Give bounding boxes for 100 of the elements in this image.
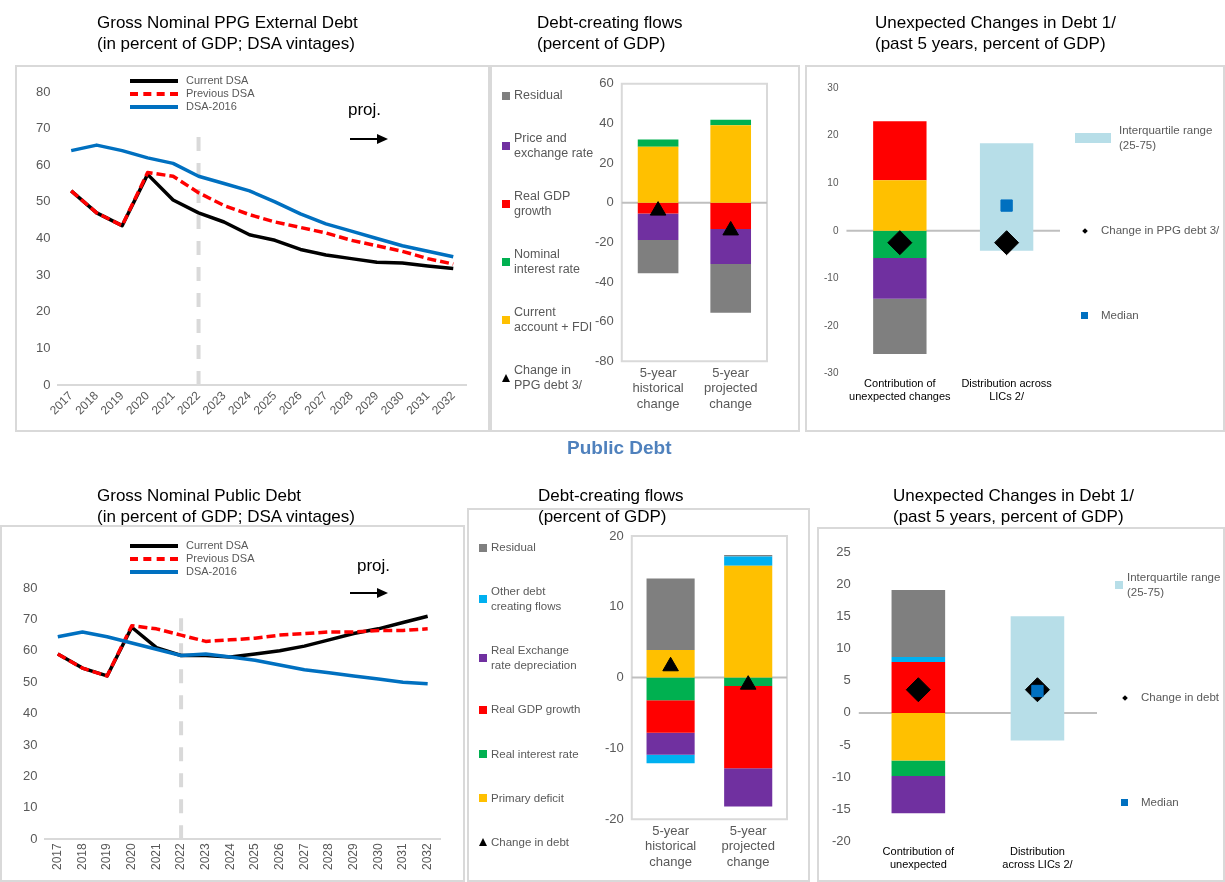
- legend-label: Price and exchange rate: [514, 131, 594, 161]
- y-tick-label: -30: [824, 367, 839, 379]
- legend-label: Real GDP growth: [491, 702, 581, 718]
- x-tick-label: 2022: [173, 842, 188, 871]
- y-tick-label: 25: [836, 543, 851, 559]
- y-tick-label: 0: [30, 830, 38, 846]
- legend-label: Primary deficit: [491, 790, 564, 806]
- x-tick-label: 2030: [370, 842, 385, 871]
- x-tick-label: 2029: [346, 842, 361, 871]
- y-tick-label: -5: [839, 736, 851, 752]
- legend-label: Previous DSA: [186, 87, 255, 100]
- x-tick-label: 5-year projected change: [703, 364, 758, 411]
- chart-subtitle: (percent of GDP): [538, 506, 668, 527]
- legend-label: Real Exchange rate depreciation: [491, 643, 578, 674]
- x-tick-label: 5-year historical change: [632, 364, 684, 411]
- x-tick-label: Distribution across LICs 2/: [961, 377, 1053, 403]
- y-tick-label: -60: [594, 313, 614, 329]
- x-tick-label: Contribution of unexpected changes: [849, 377, 952, 403]
- legend-label: Current DSA: [186, 74, 249, 87]
- y-tick-label: 60: [35, 156, 51, 172]
- y-tick-label: 0: [843, 704, 851, 720]
- legend-label: Residual: [491, 540, 536, 555]
- y-tick-label: -10: [604, 739, 624, 755]
- y-tick-label: 10: [836, 640, 851, 656]
- legend-label: Interquartile range (25-75): [1127, 570, 1222, 600]
- y-tick-label: 50: [22, 673, 38, 689]
- legend-label: Interquartile range (25-75): [1119, 123, 1214, 153]
- chart-title: Gross Nominal PPG External Debt: [97, 12, 358, 33]
- y-tick-label: 40: [35, 230, 51, 246]
- legend-label: Real GDP growth: [514, 189, 572, 219]
- y-tick-label: -20: [824, 319, 839, 331]
- x-tick-label: 2020: [124, 842, 139, 871]
- y-tick-label: 30: [35, 266, 51, 282]
- x-tick-label: 2017: [50, 842, 65, 871]
- y-tick-label: 80: [22, 579, 38, 595]
- y-tick-label: 20: [609, 527, 624, 543]
- x-tick-label: 2031: [395, 842, 410, 871]
- y-tick-label: 0: [616, 669, 624, 685]
- y-tick-label: 20: [22, 768, 38, 784]
- y-tick-label: -20: [831, 833, 851, 849]
- y-tick-label: -10: [831, 768, 851, 784]
- x-tick-label: 2018: [74, 842, 89, 871]
- y-tick-label: 20: [599, 154, 614, 170]
- y-tick-label: 15: [836, 607, 851, 623]
- chart-title: Debt-creating flows: [537, 12, 683, 33]
- x-tick-label: 2024: [222, 842, 237, 871]
- x-tick-label: 2019: [99, 842, 114, 871]
- legend-label: DSA-2016: [186, 100, 237, 113]
- y-tick-label: -40: [594, 273, 614, 289]
- x-tick-label: 2032: [419, 842, 434, 871]
- text: Public Debt: [567, 437, 672, 459]
- y-tick-label: -20: [594, 233, 614, 249]
- chart-title: Unexpected Changes in Debt 1/: [893, 485, 1134, 506]
- x-tick-label: 2025: [247, 842, 262, 871]
- x-tick-label: 2023: [198, 842, 213, 871]
- chart-subtitle: (in percent of GDP; DSA vintages): [97, 506, 355, 527]
- x-tick-label: Contribution of unexpected: [882, 845, 956, 871]
- text: proj.: [357, 556, 391, 576]
- y-tick-label: 10: [22, 799, 38, 815]
- chart-subtitle: (in percent of GDP; DSA vintages): [97, 33, 356, 54]
- y-tick-label: 20: [836, 575, 851, 591]
- legend-label: Change in debt: [491, 834, 570, 850]
- y-tick-label: 70: [22, 610, 38, 626]
- y-tick-label: 10: [35, 339, 51, 355]
- x-tick-label: 5-year historical change: [644, 822, 697, 869]
- y-tick-label: 5: [843, 672, 851, 688]
- legend-label: Change in PPG debt 3/: [1101, 223, 1220, 238]
- chart-title: Unexpected Changes in Debt 1/: [875, 12, 1116, 33]
- legend-label: Real interest rate: [491, 746, 579, 762]
- legend-label: Change in PPG debt 3/: [514, 363, 584, 393]
- x-tick-label: 2026: [272, 842, 287, 871]
- y-tick-label: 70: [35, 120, 51, 136]
- y-tick-label: 80: [35, 83, 51, 99]
- legend-label: DSA-2016: [186, 565, 237, 578]
- y-tick-label: 30: [22, 736, 38, 752]
- y-tick-label: -80: [594, 352, 614, 368]
- legend-label: Other debt creating flows: [491, 584, 563, 615]
- legend-label: Median: [1101, 308, 1139, 323]
- y-tick-label: 40: [22, 705, 38, 721]
- y-tick-label: 60: [22, 642, 38, 658]
- chart-subtitle: (past 5 years, percent of GDP): [875, 33, 1107, 54]
- chart-subtitle: (past 5 years, percent of GDP): [893, 506, 1125, 527]
- y-tick-label: 50: [35, 193, 51, 209]
- legend-label: Previous DSA: [186, 552, 255, 565]
- x-tick-label: 2028: [321, 842, 336, 871]
- y-tick-label: 40: [599, 115, 614, 131]
- y-tick-label: 60: [599, 75, 614, 91]
- chart-title: Debt-creating flows: [538, 485, 684, 506]
- x-tick-label: Distribution across LICs 2/: [1002, 845, 1074, 871]
- y-tick-label: 10: [609, 598, 624, 614]
- y-tick-label: 0: [43, 376, 51, 392]
- y-tick-label: -20: [604, 810, 624, 826]
- chart-title: Gross Nominal Public Debt: [97, 485, 303, 506]
- x-tick-label: 2027: [296, 842, 311, 871]
- chart-subtitle: (percent of GDP): [537, 33, 667, 54]
- legend-label: Residual: [514, 88, 563, 103]
- x-tick-label: 2021: [148, 842, 163, 871]
- y-tick-label: 20: [35, 303, 51, 319]
- y-tick-label: 0: [832, 224, 839, 236]
- y-tick-label: 30: [827, 81, 839, 93]
